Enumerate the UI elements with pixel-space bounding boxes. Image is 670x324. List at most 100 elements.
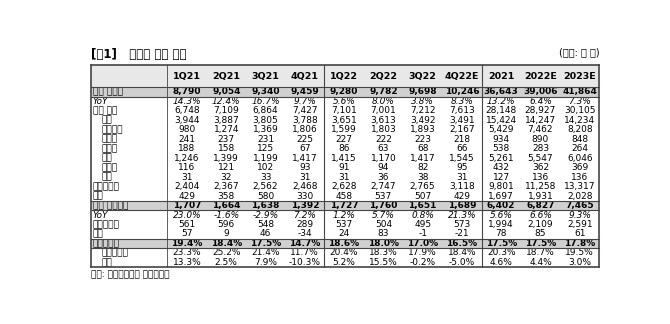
Text: 16.7%: 16.7% <box>251 97 280 106</box>
Text: 2,628: 2,628 <box>332 182 357 191</box>
Text: 23.0%: 23.0% <box>173 211 201 220</box>
Text: 2,404: 2,404 <box>174 182 200 191</box>
Text: 3Q22: 3Q22 <box>409 72 437 81</box>
Text: 7,465: 7,465 <box>565 201 594 210</box>
Text: 1,651: 1,651 <box>409 201 437 210</box>
Text: 848: 848 <box>571 135 588 144</box>
Text: 358: 358 <box>218 191 235 201</box>
Text: 9,054: 9,054 <box>212 87 241 96</box>
Text: -10.3%: -10.3% <box>289 258 321 267</box>
Text: 6,864: 6,864 <box>253 106 278 115</box>
Text: 1,664: 1,664 <box>212 201 241 210</box>
Text: 7.9%: 7.9% <box>254 258 277 267</box>
Text: 5.2%: 5.2% <box>332 258 356 267</box>
Text: 17.9%: 17.9% <box>408 249 437 258</box>
Text: 596: 596 <box>218 220 235 229</box>
Text: 7,462: 7,462 <box>528 125 553 134</box>
Text: 2023E: 2023E <box>563 72 596 81</box>
Text: 1,893: 1,893 <box>410 125 436 134</box>
Text: 83: 83 <box>378 229 389 238</box>
Text: 18.0%: 18.0% <box>368 239 399 248</box>
Text: 91: 91 <box>338 163 350 172</box>
Text: 0.8%: 0.8% <box>411 211 434 220</box>
Text: 9,698: 9,698 <box>408 87 437 96</box>
Text: 19.5%: 19.5% <box>565 249 594 258</box>
Text: 4.4%: 4.4% <box>529 258 552 267</box>
Text: 538: 538 <box>492 144 510 153</box>
Text: 3,944: 3,944 <box>174 116 200 125</box>
Text: 1,931: 1,931 <box>527 191 553 201</box>
Text: 6,046: 6,046 <box>567 154 592 163</box>
Text: 7,613: 7,613 <box>449 106 475 115</box>
Text: 1,727: 1,727 <box>330 201 358 210</box>
Text: 4.6%: 4.6% <box>490 258 513 267</box>
Text: 1,392: 1,392 <box>291 201 319 210</box>
Text: 연결 영업이익: 연결 영업이익 <box>92 201 128 210</box>
Text: 7.3%: 7.3% <box>568 97 591 106</box>
Text: 1,399: 1,399 <box>213 154 239 163</box>
Text: 15,424: 15,424 <box>486 116 517 125</box>
Text: 14,247: 14,247 <box>525 116 556 125</box>
Text: 3,887: 3,887 <box>213 116 239 125</box>
Bar <box>90 239 600 248</box>
Text: 330: 330 <box>296 191 314 201</box>
Text: 3.8%: 3.8% <box>411 97 434 106</box>
Text: 78: 78 <box>495 229 507 238</box>
Text: 자료: 한화투자증권 리서치센터: 자료: 한화투자증권 리서치센터 <box>90 271 169 280</box>
Text: 9,459: 9,459 <box>290 87 319 96</box>
Text: 136: 136 <box>532 173 549 181</box>
Text: 2022E: 2022E <box>524 72 557 81</box>
Text: [표1]   분기별 실적 추이: [표1] 분기별 실적 추이 <box>90 48 186 61</box>
Text: 223: 223 <box>414 135 431 144</box>
Text: 1,170: 1,170 <box>371 154 396 163</box>
Text: 1,599: 1,599 <box>331 125 357 134</box>
Text: 127: 127 <box>492 173 510 181</box>
Text: 18.7%: 18.7% <box>526 249 555 258</box>
Text: 9: 9 <box>223 229 229 238</box>
Text: 14.3%: 14.3% <box>173 97 201 106</box>
Text: 말레이시아: 말레이시아 <box>102 249 129 258</box>
Text: -0.2%: -0.2% <box>409 258 436 267</box>
Text: 369: 369 <box>571 163 588 172</box>
Text: 561: 561 <box>178 220 196 229</box>
Text: 5.6%: 5.6% <box>332 97 356 106</box>
Text: 548: 548 <box>257 220 274 229</box>
Text: 63: 63 <box>378 144 389 153</box>
Text: 95: 95 <box>456 163 468 172</box>
Text: 5,261: 5,261 <box>488 154 514 163</box>
Text: 1,803: 1,803 <box>371 125 396 134</box>
Text: 10,246: 10,246 <box>445 87 479 96</box>
Text: 17.8%: 17.8% <box>564 239 596 248</box>
Text: 429: 429 <box>454 191 470 201</box>
Text: 3,788: 3,788 <box>292 116 318 125</box>
Text: 7,109: 7,109 <box>213 106 239 115</box>
Text: 14.7%: 14.7% <box>289 239 320 248</box>
Text: 225: 225 <box>296 135 314 144</box>
Text: 영업이익률: 영업이익률 <box>92 239 119 248</box>
Text: 일시불: 일시불 <box>102 144 118 153</box>
Text: 136: 136 <box>571 173 588 181</box>
Text: 2,167: 2,167 <box>449 125 475 134</box>
Text: 7,001: 7,001 <box>371 106 396 115</box>
Text: 화청품: 화청품 <box>102 163 118 172</box>
Text: 102: 102 <box>257 163 274 172</box>
Text: 말레이시아: 말레이시아 <box>92 182 119 191</box>
Text: 16.5%: 16.5% <box>446 239 478 248</box>
Text: 1,417: 1,417 <box>292 154 318 163</box>
Text: 93: 93 <box>299 163 311 172</box>
Text: 3.0%: 3.0% <box>568 258 591 267</box>
Text: 1,707: 1,707 <box>173 201 201 210</box>
Text: 3,805: 3,805 <box>253 116 279 125</box>
Text: 158: 158 <box>218 144 235 153</box>
Text: 31: 31 <box>182 173 193 181</box>
Text: YoY: YoY <box>92 97 108 106</box>
Text: 283: 283 <box>532 144 549 153</box>
Text: 41,864: 41,864 <box>562 87 597 96</box>
Text: 28,927: 28,927 <box>525 106 556 115</box>
Text: 507: 507 <box>414 191 431 201</box>
Text: 57: 57 <box>182 229 193 238</box>
Text: 금융리스: 금융리스 <box>102 125 123 134</box>
Text: 1,697: 1,697 <box>488 191 514 201</box>
Text: 2,562: 2,562 <box>253 182 278 191</box>
Text: 8.0%: 8.0% <box>372 97 395 106</box>
